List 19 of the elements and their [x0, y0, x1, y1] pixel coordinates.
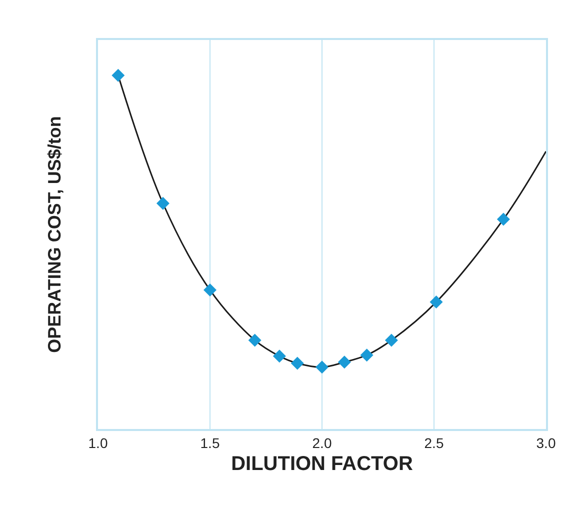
point [384, 334, 398, 347]
y-axis-title: OPERATING COST, US$/ton [44, 116, 65, 353]
point [112, 68, 125, 82]
point [156, 196, 170, 210]
point [316, 360, 328, 374]
point [290, 356, 304, 370]
x-tick-label: 1.5 [200, 434, 220, 451]
x-tick-label: 1.0 [88, 434, 108, 451]
point [204, 284, 216, 297]
x-tick-label: 2.0 [312, 434, 332, 451]
x-tick-label: 2.5 [424, 434, 444, 451]
x-tick-label: 3.0 [536, 434, 556, 451]
point [496, 212, 510, 226]
point [430, 296, 443, 309]
point [338, 356, 351, 369]
point [360, 348, 374, 362]
point [272, 350, 286, 363]
x-axis-title: DILUTION FACTOR [231, 452, 414, 475]
point [248, 334, 262, 347]
